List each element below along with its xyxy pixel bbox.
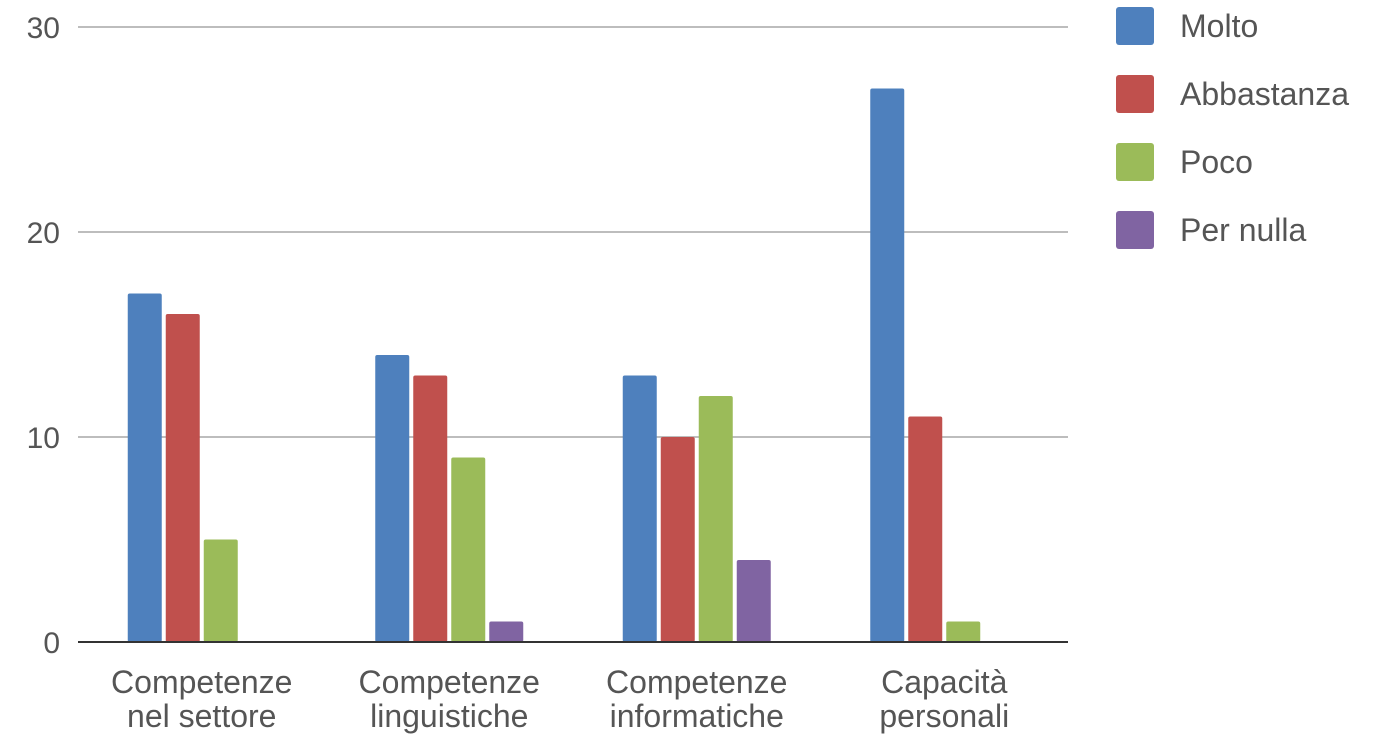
y-tick-label: 0 (43, 627, 60, 660)
y-axis-ticks: 0 10 20 30 (27, 12, 60, 660)
x-category-label: Competenze (606, 664, 787, 700)
bar-molto-cat-0 (127, 293, 162, 642)
legend-swatch (1116, 7, 1154, 45)
legend: Molto Abbastanza Poco Per nulla (1116, 7, 1349, 249)
legend-label: Poco (1180, 144, 1253, 180)
bar-abbastanza-cat-1 (413, 375, 448, 642)
y-tick-label: 30 (27, 12, 60, 45)
bar-per-nulla-cat-2 (736, 560, 771, 642)
legend-label: Abbastanza (1180, 76, 1349, 112)
y-tick-label: 10 (27, 422, 60, 455)
legend-swatch (1116, 211, 1154, 249)
bar-molto-cat-2 (622, 375, 657, 642)
bar-poco-cat-1 (451, 457, 486, 642)
legend-swatch (1116, 143, 1154, 181)
bar-poco-cat-0 (203, 539, 238, 642)
x-category-label: Competenze (359, 664, 540, 700)
gridlines (78, 26, 1068, 438)
bar-molto-cat-3 (870, 88, 905, 642)
bar-molto-cat-1 (375, 355, 410, 642)
legend-label: Per nulla (1180, 212, 1307, 248)
bar-abbastanza-cat-0 (165, 314, 200, 642)
x-category-label: informatiche (610, 698, 784, 734)
y-tick-label: 20 (27, 217, 60, 250)
legend-swatch (1116, 75, 1154, 113)
bar-abbastanza-cat-2 (660, 437, 695, 642)
x-category-label: nel settore (127, 698, 276, 734)
bar-abbastanza-cat-3 (908, 416, 943, 642)
legend-label: Molto (1180, 8, 1258, 44)
bar-poco-cat-3 (946, 621, 981, 642)
bar-per-nulla-cat-1 (489, 621, 524, 642)
x-category-label: personali (879, 698, 1009, 734)
x-category-label: Capacità (881, 664, 1008, 700)
x-category-label: linguistiche (370, 698, 528, 734)
bars (127, 88, 981, 642)
bar-poco-cat-2 (698, 396, 733, 642)
x-category-label: Competenze (111, 664, 292, 700)
